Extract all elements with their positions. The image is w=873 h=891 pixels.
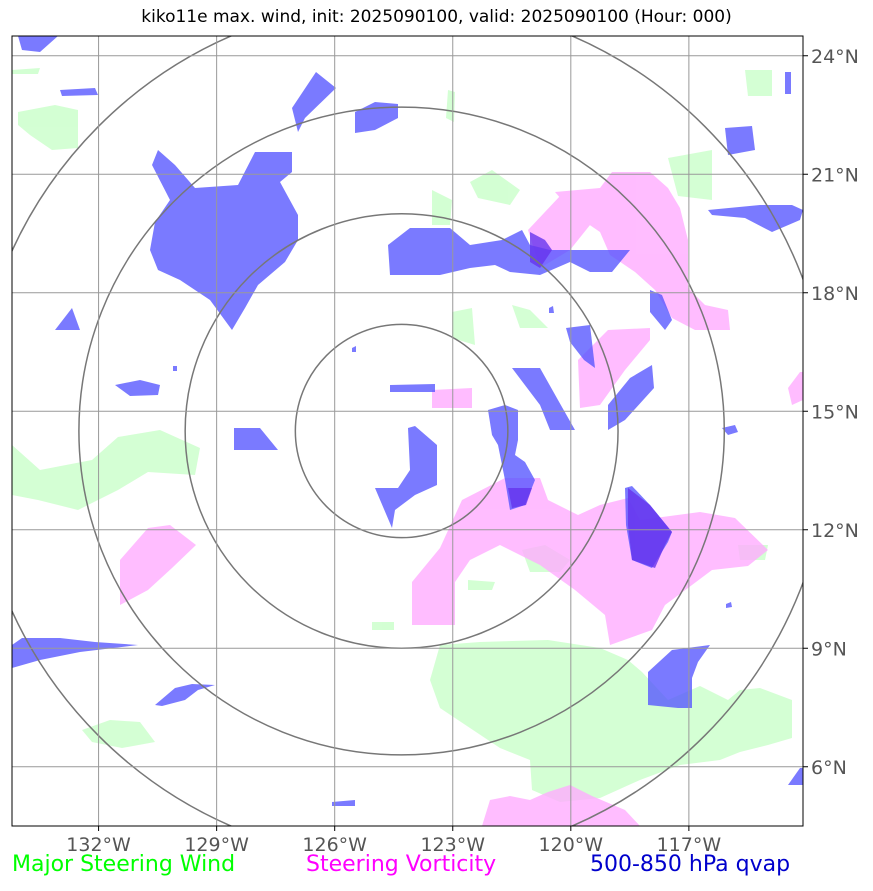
legend-steering-vorticity: Steering Vorticity [306,852,497,877]
legend-steering-wind: Major Steering Wind [12,852,236,877]
qvap-area [332,800,355,806]
wind-area [745,70,772,96]
qvap-area [115,380,160,396]
wind-area [82,720,155,748]
wind-area [452,308,475,345]
qvap-area [375,426,437,528]
vorticity-area [555,172,730,330]
range-ring [294,323,509,539]
qvap-area [390,384,435,392]
qvap-area [566,325,595,368]
longitude-label: 126°W [302,834,367,856]
vorticity-area [482,785,640,826]
longitude-label: 129°W [184,834,249,856]
vorticity-area [432,388,472,408]
qvap-area [785,72,791,94]
map-title: kiko11e max. wind, init: 2025090100, val… [141,7,732,27]
qvap-area [788,768,803,785]
wind-area [468,580,495,590]
qvap-area [725,126,755,155]
lat-lon-grid [12,36,808,831]
qvap-area [155,684,215,706]
vorticity-area [120,525,196,605]
qvap-area [722,425,738,435]
overlap-layer [508,232,672,568]
wind-area [12,430,200,510]
qvap-area [18,36,58,52]
latitude-label: 21°N [811,164,859,186]
vorticity-area [412,478,768,645]
legend-qvap: 500-850 hPa qvap [590,852,791,877]
latitude-label: 6°N [811,757,847,779]
qvap-area [608,365,654,430]
latitude-label: 9°N [811,638,847,660]
qvap-area [173,366,177,371]
wind-area [512,305,548,328]
qvap-area [488,405,535,510]
vorticity-area [788,372,803,405]
longitude-labels: 132°W 129°W 126°W 123°W 120°W 117°W [66,834,721,856]
qvap-area [234,428,278,450]
qvap-area [648,645,710,708]
overlap-area [530,232,552,268]
map-frame [11,35,804,827]
latitude-labels: 24°N 21°N 18°N 15°N 12°N 9°N 6°N [811,46,859,779]
wind-area [470,170,520,205]
wind-area [446,90,455,122]
longitude-label: 120°W [539,834,604,856]
latitude-label: 18°N [811,283,859,305]
qvap-area [726,602,732,608]
overlap-area [628,488,672,568]
qvap-area [650,290,672,330]
qvap-area [292,72,336,132]
qvap-area [60,88,98,96]
wind-area [18,105,78,150]
qvap-area [549,306,554,313]
longitude-label: 123°W [420,834,485,856]
longitude-label: 132°W [66,834,131,856]
qvap-layer [12,36,803,806]
qvap-area [388,228,630,275]
wind-area [12,68,40,74]
qvap-area [12,638,138,668]
wind-area [372,622,394,630]
latitude-label: 24°N [811,46,859,68]
longitude-label: 117°W [657,834,722,856]
qvap-area [55,308,80,330]
latitude-label: 15°N [811,401,859,423]
overlap-area [508,488,532,508]
wind-area [430,640,792,802]
qvap-area [512,368,575,430]
qvap-area [150,150,298,330]
qvap-area [708,205,803,232]
latitude-label: 12°N [811,520,859,542]
range-ring [78,106,726,756]
steering-vorticity-layer [120,172,803,826]
vorticity-area [578,328,650,408]
qvap-area [352,346,356,352]
wind-area [668,150,712,200]
